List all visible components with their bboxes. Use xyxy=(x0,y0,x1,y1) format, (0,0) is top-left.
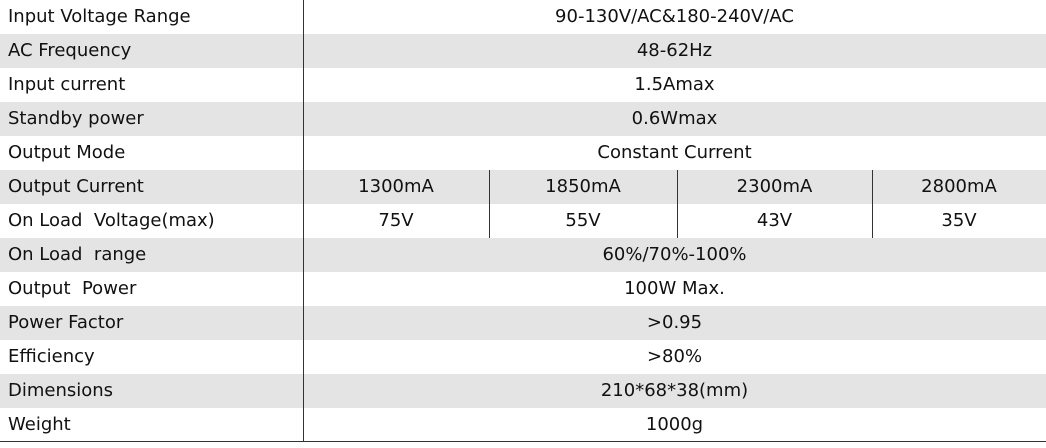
table-row: Efficiency >80% xyxy=(0,340,1046,374)
row-label: Efficiency xyxy=(8,346,95,367)
cell-divider xyxy=(489,170,490,204)
row-label: On Load range xyxy=(8,244,147,265)
row-value: 60%/70%-100% xyxy=(602,244,747,265)
row-value: Constant Current xyxy=(597,142,752,163)
row-label: Output Current xyxy=(8,176,144,197)
row-label: Output Power xyxy=(8,278,137,299)
table-row: AC Frequency 48-62Hz xyxy=(0,34,1046,68)
row-label: Input current xyxy=(8,74,126,95)
row-value: 100W Max. xyxy=(624,278,725,299)
table-row: Dimensions 210*68*38(mm) xyxy=(0,374,1046,408)
row-value: 35V xyxy=(941,210,977,231)
row-value: 1.5Amax xyxy=(634,74,715,95)
row-label: Input Voltage Range xyxy=(8,6,191,27)
row-value: 1850mA xyxy=(545,176,621,197)
row-label: On Load Voltage(max) xyxy=(8,210,215,231)
row-label: Dimensions xyxy=(8,380,114,401)
table-row: Output Mode Constant Current xyxy=(0,136,1046,170)
table-row: On Load Voltage(max) 75V 55V 43V 35V xyxy=(0,204,1046,238)
table-row: Input Voltage Range 90-130V/AC&180-240V/A… xyxy=(0,0,1046,34)
row-value: 48-62Hz xyxy=(636,40,713,61)
cell-divider xyxy=(677,204,678,238)
row-value: 1300mA xyxy=(358,176,434,197)
cell-divider xyxy=(872,204,873,238)
row-label: Weight xyxy=(8,414,71,435)
table-row: Output Power 100W Max. xyxy=(0,272,1046,306)
row-value: 90-130V/AC&180-240V/AC xyxy=(555,6,794,27)
table-row: Input current 1.5Amax xyxy=(0,68,1046,102)
row-label: Output Mode xyxy=(8,142,126,163)
cell-divider xyxy=(489,204,490,238)
row-value: >0.95 xyxy=(646,312,703,333)
row-value: >80% xyxy=(646,346,703,367)
row-value: 43V xyxy=(756,210,793,231)
table-row: On Load range 60%/70%-100% xyxy=(0,238,1046,272)
table-row: Power Factor >0.95 xyxy=(0,306,1046,340)
bottom-border xyxy=(0,441,1046,442)
row-value: 210*68*38(mm) xyxy=(600,380,749,401)
row-label: Power Factor xyxy=(8,312,124,333)
row-value: 55V xyxy=(565,210,601,231)
cell-divider xyxy=(872,170,873,204)
column-divider xyxy=(303,0,304,442)
row-value: 0.6Wmax xyxy=(631,108,718,129)
table-row: Standby power 0.6Wmax xyxy=(0,102,1046,136)
table-row: Output Current 1300mA 1850mA 2300mA 2800mA xyxy=(0,170,1046,204)
row-value: 75V xyxy=(378,210,414,231)
row-value: 2800mA xyxy=(921,176,997,197)
row-label: AC Frequency xyxy=(8,40,132,61)
row-value: 1000g xyxy=(645,414,704,435)
row-value: 2300mA xyxy=(736,176,813,197)
row-label: Standby power xyxy=(8,108,144,129)
table-row: Weight 1000g xyxy=(0,408,1046,442)
cell-divider xyxy=(677,170,678,204)
